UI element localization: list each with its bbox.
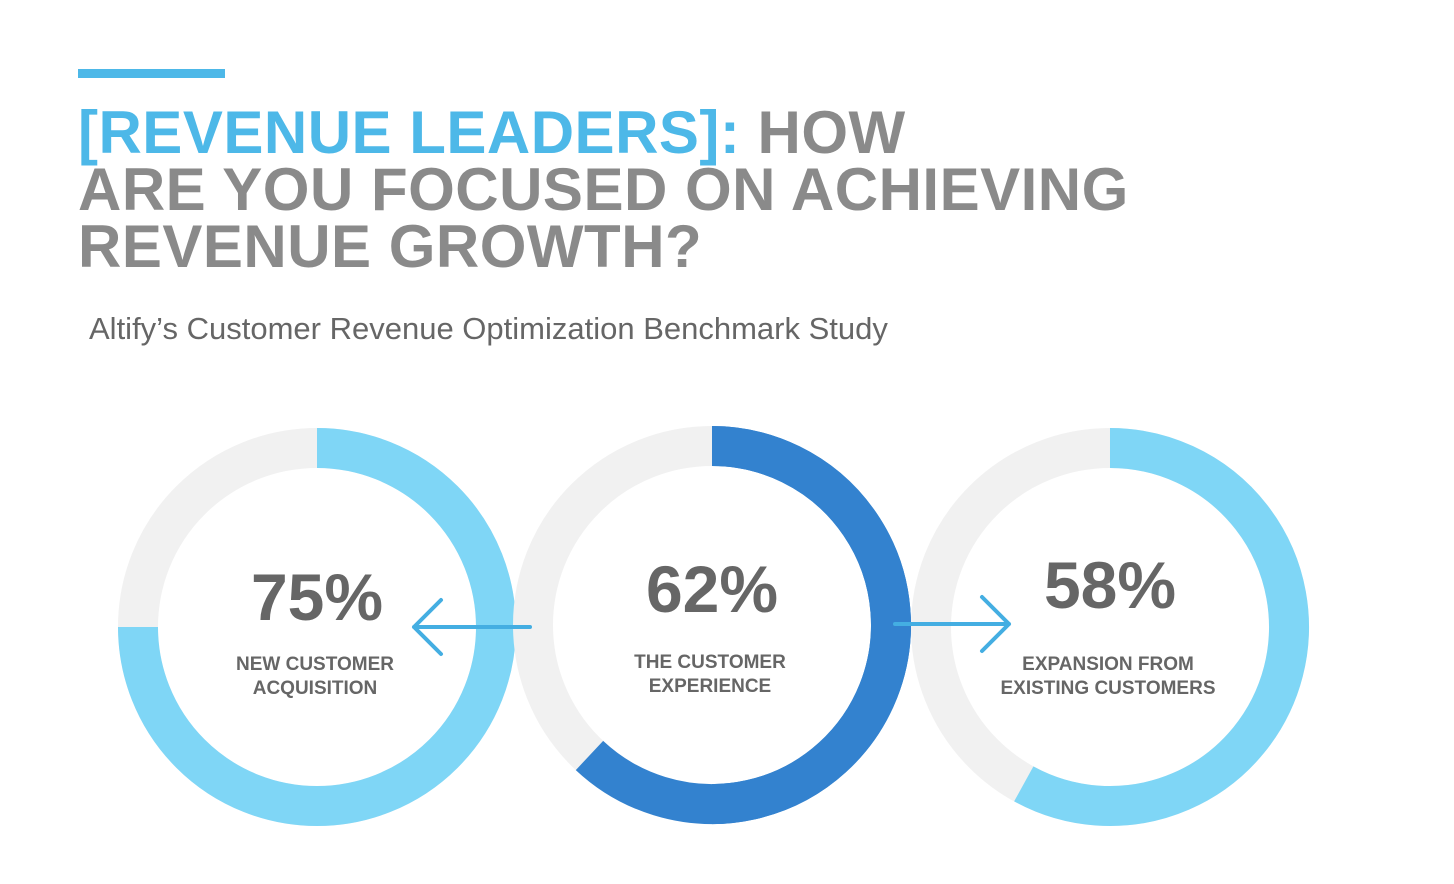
subtitle: Altify’s Customer Revenue Optimization B… bbox=[89, 311, 888, 346]
ring-3 bbox=[911, 428, 1309, 826]
title-rest: HOW bbox=[740, 99, 906, 166]
ring-arc-3 bbox=[1014, 428, 1309, 826]
category-label-3-line-2: EXISTING CUSTOMERS bbox=[1000, 678, 1215, 699]
right-arrow-icon bbox=[893, 595, 1011, 653]
category-label-2-line-1: THE CUSTOMER bbox=[634, 652, 786, 673]
category-label-1-line-1: NEW CUSTOMER bbox=[236, 654, 394, 675]
category-label-2-line-2: EXPERIENCE bbox=[649, 676, 771, 697]
page-title: [REVENUE LEADERS]: HOW ARE YOU FOCUSED ON… bbox=[78, 103, 1178, 277]
ring-arc-1 bbox=[118, 428, 516, 826]
value-label-1: 75% bbox=[251, 560, 383, 634]
value-label-2: 62% bbox=[646, 552, 778, 626]
left-arrow-icon bbox=[412, 598, 532, 656]
title-line-3: REVENUE GROWTH? bbox=[78, 213, 703, 280]
accent-bar bbox=[78, 69, 225, 78]
category-label-3-line-1: EXPANSION FROM bbox=[1022, 654, 1194, 675]
title-highlight: [REVENUE LEADERS]: bbox=[78, 99, 741, 166]
ring-arc-2-overlay bbox=[712, 426, 911, 824]
category-label-1-line-2: ACQUISITION bbox=[253, 678, 378, 699]
title-line-2: ARE YOU FOCUSED ON ACHIEVING bbox=[78, 156, 1129, 223]
value-label-3: 58% bbox=[1044, 548, 1176, 622]
